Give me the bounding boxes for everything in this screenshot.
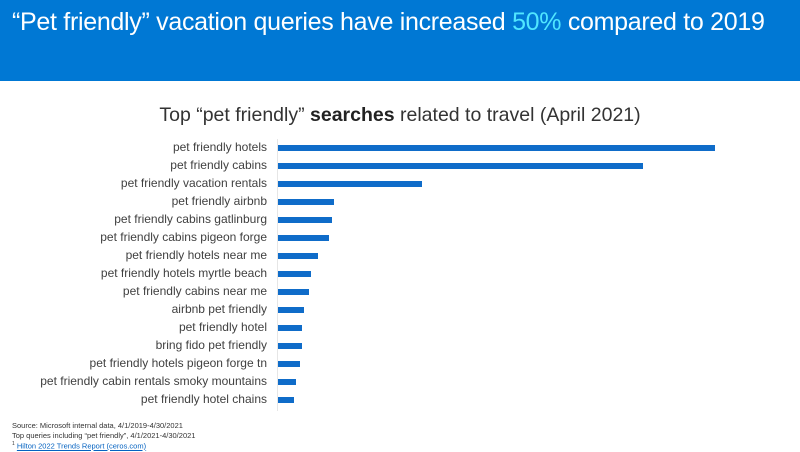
source-note: Source: Microsoft internal data, 4/1/201… [12, 421, 183, 430]
bar-label: pet friendly hotels near me [125, 248, 267, 262]
bar-label: pet friendly airbnb [171, 194, 267, 208]
bar-row: pet friendly cabins gatlinburg [0, 211, 800, 229]
bar-row: pet friendly hotel chains [0, 391, 800, 409]
chart-title-prefix: Top “pet friendly” [159, 104, 311, 126]
bar-track [278, 253, 715, 259]
bar [278, 325, 303, 331]
bar [278, 271, 312, 277]
bar [278, 199, 334, 205]
bar-label: pet friendly hotels pigeon forge tn [89, 356, 267, 370]
bar-track [278, 181, 715, 187]
bar-row: airbnb pet friendly [0, 301, 800, 319]
bar [278, 253, 319, 259]
bar [278, 361, 300, 367]
bar [278, 217, 333, 223]
bar-row: pet friendly cabins pigeon forge [0, 229, 800, 247]
bar-row: pet friendly hotels pigeon forge tn [0, 355, 800, 373]
bar-row: pet friendly cabin rentals smoky mountai… [0, 373, 800, 391]
bar-row: pet friendly hotel [0, 319, 800, 337]
headline-suffix: compared to 2019 [561, 8, 765, 36]
bar-label: pet friendly hotels myrtle beach [100, 266, 267, 280]
footnote-marker: 1 [12, 441, 15, 447]
bar-track [278, 289, 715, 295]
chart-title: Top “pet friendly” searches related to t… [0, 104, 800, 127]
bar-label: pet friendly vacation rentals [120, 176, 267, 190]
bar-row: pet friendly cabins [0, 157, 800, 175]
bar-label: pet friendly cabins gatlinburg [114, 212, 267, 226]
bar [278, 397, 295, 403]
bar-label: pet friendly hotel chains [140, 392, 267, 406]
bar-track [278, 325, 715, 331]
bar-row: pet friendly hotels [0, 139, 800, 157]
bar-track [278, 307, 715, 313]
bar [278, 289, 310, 295]
category-axis-line [277, 139, 278, 411]
chart-title-suffix: related to travel (April 2021) [394, 104, 641, 126]
bar-track [278, 271, 715, 277]
footer: Source: Microsoft internal data, 4/1/201… [12, 421, 195, 451]
bar [278, 379, 296, 385]
headline-highlight: 50% [512, 8, 562, 36]
bar-label: pet friendly hotel [178, 320, 267, 334]
bar-track [278, 235, 715, 241]
hilton-report-link[interactable]: Hilton 2022 Trends Report (ceros.com) [16, 441, 147, 451]
bar-row: pet friendly hotels myrtle beach [0, 265, 800, 283]
headline-text: “Pet friendly” vacation queries have inc… [12, 8, 513, 36]
bar-label: bring fido pet friendly [155, 338, 267, 352]
headline: “Pet friendly” vacation queries have inc… [12, 8, 765, 37]
bar-track [278, 397, 715, 403]
bar-row: bring fido pet friendly [0, 337, 800, 355]
bar-label: pet friendly cabins [170, 158, 267, 172]
bar [278, 145, 715, 151]
bar-row: pet friendly airbnb [0, 193, 800, 211]
bar-label: pet friendly cabins pigeon forge [100, 230, 267, 244]
header-banner: “Pet friendly” vacation queries have inc… [0, 0, 800, 81]
bar-track [278, 361, 715, 367]
bar-track [278, 217, 715, 223]
bar-chart: pet friendly hotels pet friendly cabins pe… [0, 139, 800, 409]
bar-track [278, 163, 715, 169]
bar-row: pet friendly cabins near me [0, 283, 800, 301]
bar-label: pet friendly cabins near me [122, 284, 267, 298]
bar-track [278, 379, 715, 385]
queries-note: Top queries including “pet friendly”, 4/… [12, 430, 196, 440]
bar-track [278, 199, 715, 205]
bar [278, 235, 330, 241]
bar [278, 163, 643, 169]
bar-label: pet friendly hotels [172, 140, 267, 154]
bar [278, 181, 423, 187]
bar-track [278, 343, 715, 349]
chart-title-bold: searches [310, 104, 395, 126]
bar-label: airbnb pet friendly [171, 302, 267, 316]
bar-row: pet friendly hotels near me [0, 247, 800, 265]
bar-label: pet friendly cabin rentals smoky mountai… [40, 374, 267, 388]
bar [278, 343, 303, 349]
footnote: 1 Hilton 2022 Trends Report (ceros.com) [12, 440, 195, 451]
bar-row: pet friendly vacation rentals [0, 175, 800, 193]
bar-track [278, 145, 715, 151]
bar [278, 307, 305, 313]
